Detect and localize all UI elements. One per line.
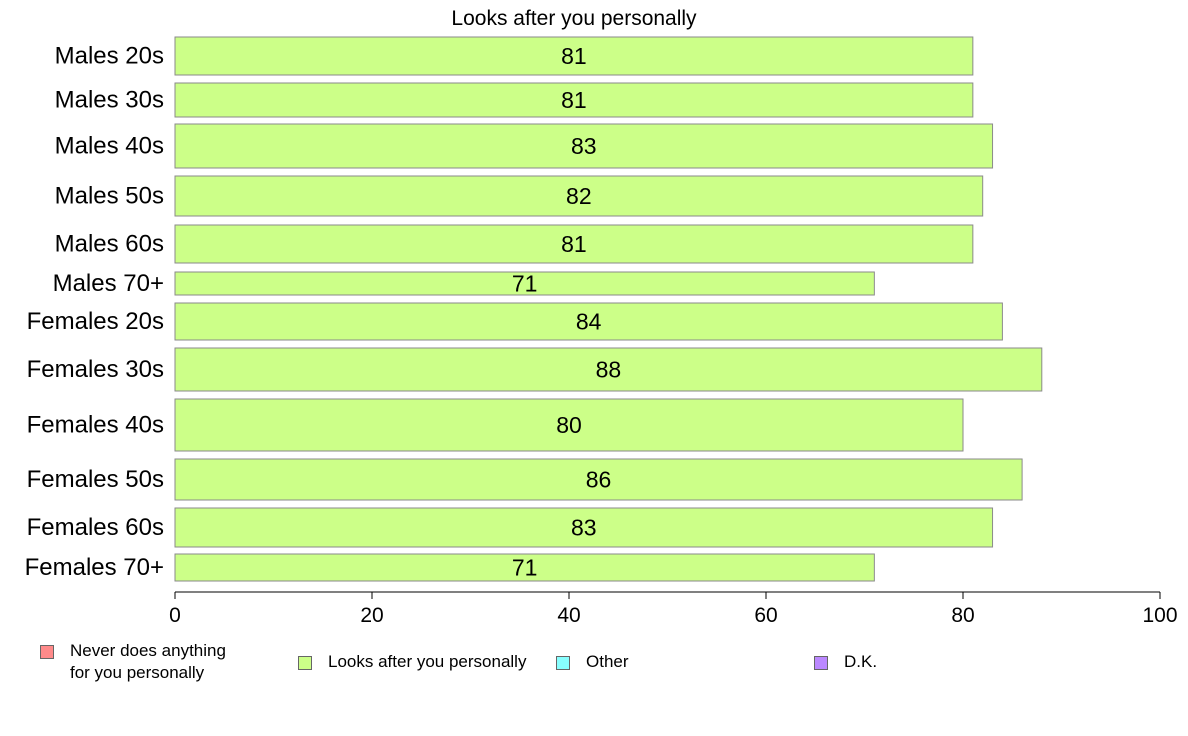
legend-label-dk: D.K.: [844, 652, 878, 671]
bar-value-label: 81: [561, 231, 587, 257]
bar: [174, 347, 1043, 392]
legend-swatch-other: [556, 656, 570, 670]
x-axis: 0 20 40 60 80 100: [169, 591, 1178, 627]
x-tick-label: 80: [951, 604, 974, 627]
bar-value-label: 80: [556, 412, 582, 438]
bar-value-label: 81: [561, 87, 587, 113]
bar: [174, 175, 984, 217]
legend-swatch-dk: [814, 656, 828, 670]
category-label: Females 30s: [27, 356, 164, 383]
x-tick-label: 100: [1142, 604, 1177, 627]
bar-value-label: 81: [561, 43, 587, 69]
category-label: Females 20s: [27, 308, 164, 335]
legend-swatch-looks-after: [298, 656, 312, 670]
bar: [174, 224, 974, 264]
bar-value-label: 82: [566, 183, 592, 209]
bar-value-label: 86: [586, 467, 612, 493]
bar-value-label: 83: [571, 133, 597, 159]
bar: [174, 553, 875, 582]
category-label: Males 20s: [55, 43, 164, 70]
x-tick-label: 40: [557, 604, 580, 627]
legend-item-never: Never does anything for you personally: [40, 640, 226, 684]
x-tick-label: 0: [169, 604, 181, 627]
category-label: Males 40s: [55, 133, 164, 160]
bar-value-label: 83: [571, 515, 597, 541]
legend-label-never: Never does anything for you personally: [70, 641, 226, 682]
bar-value-label: 88: [596, 357, 622, 383]
category-label: Males 70+: [53, 270, 164, 297]
bar: [174, 36, 974, 76]
bar-value-label: 71: [512, 555, 538, 581]
bar-chart: Looks after you personally Males 20s 81Ma…: [25, 7, 1178, 627]
category-label: Females 70+: [25, 554, 164, 581]
legend-item-dk: D.K.: [814, 651, 877, 673]
legend-swatch-never: [40, 645, 54, 659]
bar: [174, 458, 1023, 501]
bar: [174, 82, 974, 118]
bar-value-label: 71: [512, 271, 538, 297]
legend-label-other: Other: [586, 652, 629, 671]
category-label: Females 50s: [27, 466, 164, 493]
x-tick-label: 20: [360, 604, 383, 627]
bar: [174, 271, 875, 296]
category-label: Females 60s: [27, 514, 164, 541]
bar: [174, 123, 994, 169]
legend-item-other: Other: [556, 651, 629, 673]
bars-layer: Males 20s 81 Males 30s 81 Males 40s 83 Males 5…: [25, 36, 1043, 582]
bar: [174, 302, 1003, 341]
chart-title: Looks after you personally: [451, 7, 697, 30]
legend-label-looks-after: Looks after you personally: [328, 652, 527, 671]
bar: [174, 507, 994, 548]
category-label: Females 40s: [27, 412, 164, 439]
legend: Never does anything for you personally L…: [0, 640, 1188, 700]
category-label: Males 60s: [55, 231, 164, 258]
category-label: Males 50s: [55, 183, 164, 210]
category-label: Males 30s: [55, 87, 164, 114]
bar: [174, 398, 964, 452]
x-tick-label: 60: [754, 604, 777, 627]
bar-value-label: 84: [576, 309, 602, 335]
legend-item-looks-after: Looks after you personally: [298, 651, 526, 673]
